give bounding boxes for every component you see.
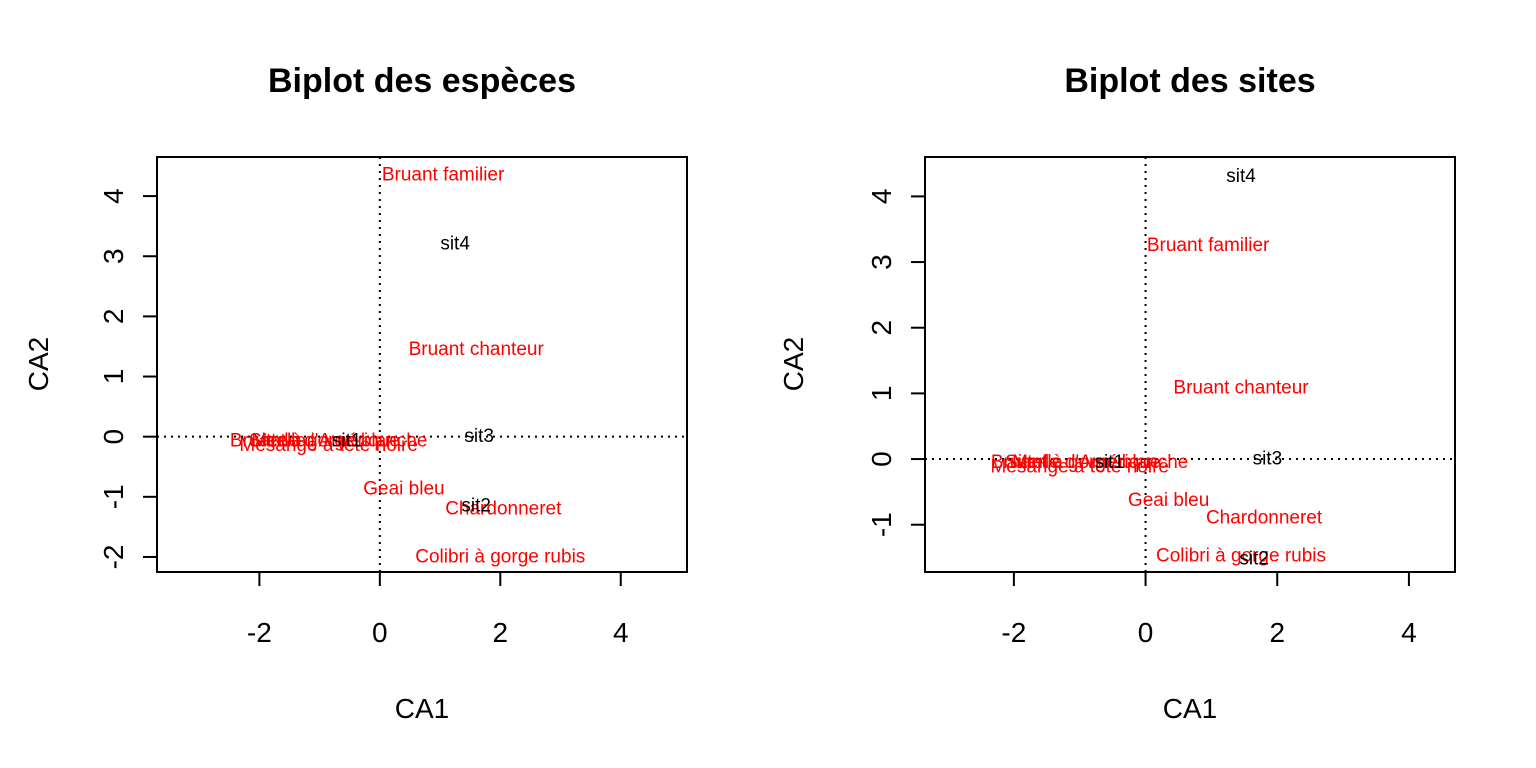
- site-label: sit4: [440, 234, 470, 255]
- x-tick-label: 0: [372, 617, 388, 648]
- y-tick-label: -1: [866, 512, 897, 537]
- y-axis-label: CA2: [778, 337, 809, 391]
- site-label: sit2: [1239, 548, 1269, 569]
- species-label: Mésange à tête noire: [990, 456, 1169, 477]
- y-tick-label: 4: [98, 188, 129, 204]
- species-label: Colibri à gorge rubis: [415, 546, 585, 567]
- y-tick-label: 1: [98, 369, 129, 385]
- plot-frame: [156, 156, 688, 573]
- y-axis-label: CA2: [23, 337, 54, 391]
- species-label: Sittelle: [249, 430, 306, 451]
- species-label: Bruant familier: [382, 165, 505, 186]
- species-biplot-panel: Biplot des espèces CA1 CA2 -2 0 2 4 -2 -1 0 1 2 3…: [23, 62, 688, 724]
- plot-area: -2 0 2 4 -1 0 1 2 3 4 Bruant familier Bruant chante…: [866, 156, 1456, 648]
- x-axis-label: CA1: [1163, 693, 1217, 724]
- plot-frame: [924, 156, 1456, 573]
- chart-title: Biplot des sites: [1064, 62, 1315, 100]
- sites-biplot-panel: Biplot des sites CA1 CA2 -2 0 2 4 -1 0 1 2 3 4 Bru…: [778, 62, 1456, 724]
- species-label: Geai bleu: [363, 479, 444, 500]
- chart-title: Biplot des espèces: [268, 62, 576, 100]
- y-tick-label: -2: [98, 545, 129, 570]
- x-axis-label: CA1: [395, 693, 449, 724]
- y-tick-label: 3: [866, 254, 897, 270]
- x-tick-label: -2: [1001, 617, 1026, 648]
- plot-area: -2 0 2 4 -2 -1 0 1 2 3 4 Bruant familier Bruant chan…: [98, 156, 688, 648]
- y-tick-label: 1: [866, 386, 897, 402]
- site-label: sit3: [464, 426, 494, 447]
- site-label: sit2: [461, 495, 491, 516]
- y-tick-label: 4: [866, 189, 897, 205]
- y-tick-label: 0: [866, 451, 897, 467]
- species-label: Mésange à tête noire: [239, 435, 418, 456]
- species-label: Sittelle: [1005, 452, 1062, 473]
- species-label: Colibri à gorge rubis: [1156, 546, 1326, 567]
- x-tick-label: -2: [247, 617, 272, 648]
- x-tick-label: 4: [1401, 617, 1417, 648]
- y-tick-label: -1: [98, 484, 129, 509]
- species-label: Bruant à gorge blanche: [230, 430, 428, 451]
- species-label: Chardonneret: [445, 498, 562, 519]
- species-label: Chardonneret: [1206, 508, 1323, 529]
- species-label: Bruant à gorge blanche: [991, 452, 1189, 473]
- x-tick-label: 2: [1269, 617, 1285, 648]
- site-label: sit1: [1095, 452, 1125, 473]
- y-tick-label: 2: [98, 309, 129, 325]
- y-tick-label: 3: [98, 248, 129, 264]
- species-label: Merle d'Amérique: [1012, 452, 1160, 473]
- species-label: Bruant chanteur: [1173, 378, 1309, 399]
- x-tick-label: 2: [493, 617, 509, 648]
- site-label: sit3: [1253, 449, 1283, 470]
- species-label: Merle d'Amérique: [251, 430, 399, 451]
- x-tick-label: 4: [613, 617, 629, 648]
- species-label: Geai bleu: [1128, 490, 1209, 511]
- y-tick-label: 0: [98, 429, 129, 445]
- x-tick-label: 0: [1138, 617, 1154, 648]
- species-label: Bruant familier: [1147, 235, 1270, 256]
- species-label: Bruant chanteur: [409, 339, 545, 360]
- site-label: sit4: [1226, 166, 1256, 187]
- y-tick-label: 2: [866, 320, 897, 336]
- site-label: sit1: [332, 430, 362, 451]
